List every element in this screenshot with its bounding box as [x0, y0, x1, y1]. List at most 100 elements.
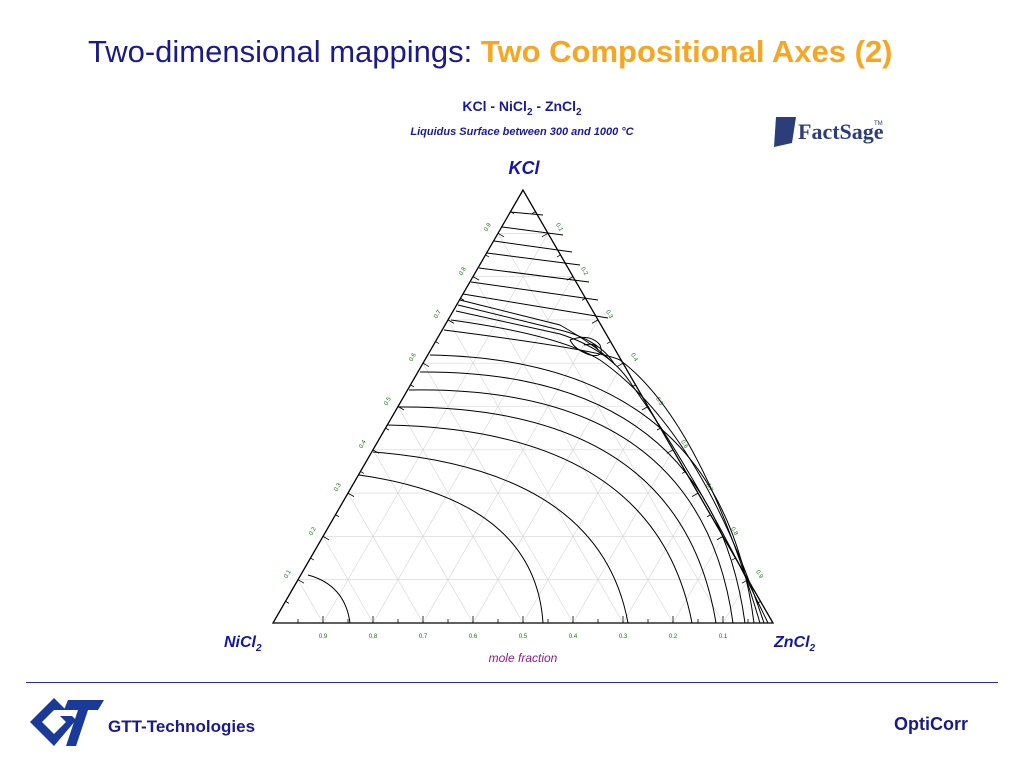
grid-line [722, 579, 749, 624]
axis-tick [297, 579, 305, 584]
axis-tick [410, 384, 415, 388]
bottom-tick-label: 0.3 [619, 634, 628, 640]
vertex-label-left: NiCl2 [224, 634, 262, 654]
vertex-right-main: ZnCl [773, 634, 810, 651]
factsage-logo-text: FactSage [798, 119, 884, 144]
right-tick-label: 0.5 [654, 396, 664, 407]
axis-tick [641, 406, 649, 411]
axis-tick [347, 492, 355, 497]
bottom-tick-label: 0.9 [319, 634, 328, 640]
bottom-tick-label: 0.6 [469, 634, 478, 640]
left-tick-label: 0.9 [483, 222, 493, 233]
axis-tick [422, 362, 430, 368]
bottom-tick-label: 0.4 [569, 634, 578, 640]
right-tick-label: 0.2 [579, 266, 589, 277]
vertex-right-sub: 2 [809, 643, 816, 654]
left-axis-tick-labels: 0.1 0.2 0.3 0.4 0.5 0.6 0.7 0.8 0.9 [283, 222, 493, 580]
isotherm-curve [501, 226, 564, 236]
vertex-label-top: KCl [509, 158, 541, 178]
grid-line [397, 406, 524, 624]
isotherm-curve [478, 267, 590, 283]
left-tick-label: 0.6 [408, 352, 418, 363]
slide-title: Two-dimensional mappings: Two Compositio… [88, 34, 893, 70]
axis-tick [741, 579, 749, 584]
axis-tick [731, 557, 736, 561]
axis-tick [706, 514, 711, 518]
isotherm-curve [583, 343, 599, 351]
footer-product-name: OptiCorr [894, 714, 968, 734]
isotherm-curve [429, 354, 755, 624]
grid-line [572, 449, 674, 624]
isotherm-curve [307, 574, 351, 624]
right-tick-label: 0.6 [679, 439, 689, 450]
axis-tick [447, 319, 455, 324]
system-title-a: KCl - NiCl [462, 98, 527, 114]
title-highlight: Two Compositional Axes (2) [480, 34, 893, 69]
system-title-sub-b: 2 [576, 106, 582, 118]
isotherm-curve [493, 240, 573, 253]
axis-tick [397, 406, 405, 411]
axis-tick [310, 557, 315, 561]
isotherm-curve [509, 211, 544, 216]
grid-line [297, 579, 324, 624]
footer-company-name: GTT-Technologies [108, 717, 256, 736]
left-tick-label: 0.5 [383, 396, 393, 407]
axis-tick [566, 276, 574, 281]
right-axis-tick-labels: 0.1 0.2 0.3 0.4 0.5 0.6 0.7 0.8 0.9 [554, 222, 764, 580]
axis-tick [372, 449, 380, 454]
isotherm-curve [455, 310, 769, 624]
title-prefix: Two-dimensional mappings: [88, 34, 481, 69]
grid-line [372, 449, 474, 624]
axis-title: mole fraction [489, 651, 558, 665]
ternary-grid [297, 233, 749, 624]
right-tick-label: 0.3 [604, 309, 614, 320]
axis-tick [591, 319, 599, 324]
isotherm-curve [408, 389, 734, 624]
isotherm-curve [450, 319, 765, 624]
isotherm-curve [459, 299, 611, 361]
system-title: KCl - NiCl2 - ZnCl2 [0, 98, 1024, 118]
axis-tick [616, 362, 624, 368]
bottom-tick-label: 0.5 [519, 634, 528, 640]
isotherm-curve [397, 406, 717, 624]
left-tick-label: 0.3 [333, 482, 343, 493]
isotherm-curve [419, 371, 746, 624]
isotherm-curve [358, 474, 544, 624]
axis-tick [385, 427, 390, 431]
liquidus-isotherms [307, 211, 769, 624]
grid-line [322, 536, 374, 624]
left-tick-label: 0.8 [458, 266, 468, 277]
bottom-tick-label: 0.7 [419, 634, 428, 640]
system-title-b: - ZnCl [532, 98, 577, 114]
system-title-sub-a: 2 [526, 106, 533, 118]
left-tick-label: 0.1 [283, 569, 293, 580]
isotherm-curve [386, 424, 693, 624]
isotherm-curve [569, 336, 602, 356]
axis-tick [656, 427, 661, 431]
bottom-tick-label: 0.8 [369, 634, 378, 640]
gtt-logo-icon [30, 698, 104, 746]
axis-tick [510, 211, 515, 214]
isotherm-curve [462, 293, 609, 319]
right-tick-label: 0.9 [754, 569, 764, 580]
vertex-left-sub: 2 [255, 643, 262, 654]
isotherm-curve [486, 252, 581, 266]
grid-line [347, 492, 424, 624]
grid-line [622, 492, 699, 624]
isotherm-curve [457, 304, 616, 366]
axis-tick [497, 232, 505, 238]
axis-tick [541, 232, 549, 238]
axis-tick [435, 341, 440, 344]
right-tick-label: 0.7 [704, 482, 714, 493]
axis-tick [460, 297, 465, 301]
diagram-caption: Liquidus Surface between 300 and 1000 °C [410, 126, 634, 138]
axis-tick [485, 254, 490, 258]
axis-tick [335, 514, 340, 518]
factsage-logo: FactSage TM [774, 117, 884, 147]
isotherm-curve [372, 451, 629, 624]
axis-tick [581, 297, 586, 301]
grid-line [322, 233, 549, 624]
axis-tick [691, 492, 699, 497]
axis-tick [556, 254, 561, 258]
bottom-tick-label: 0.1 [719, 634, 728, 640]
